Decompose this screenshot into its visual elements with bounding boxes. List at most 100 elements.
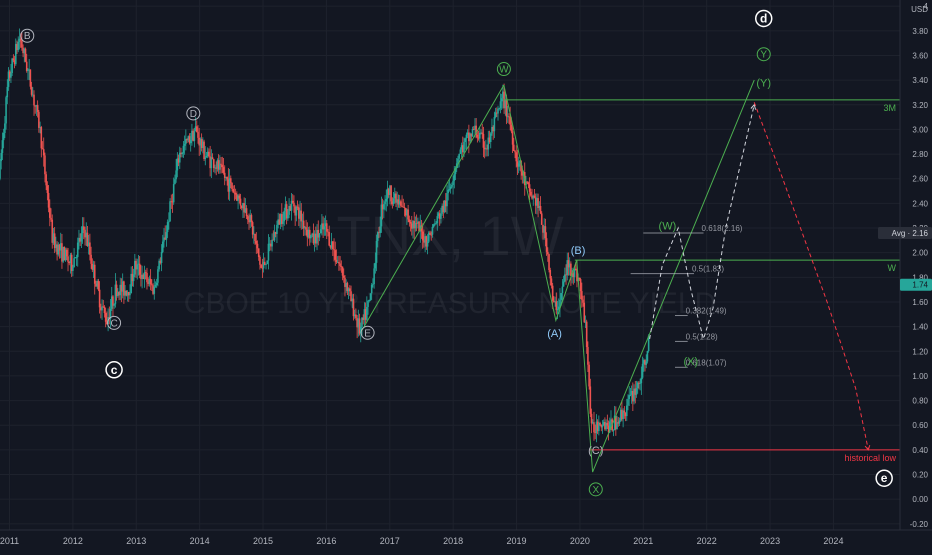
candle-body <box>83 226 85 230</box>
candle <box>294 204 296 226</box>
wave-label: (X) <box>684 356 699 368</box>
candle <box>199 137 202 155</box>
candle <box>2 128 5 149</box>
candle <box>298 204 300 227</box>
candle <box>641 356 644 380</box>
candle-body <box>413 220 416 229</box>
candle-body <box>114 284 117 305</box>
candle-body <box>257 248 260 257</box>
candle-body <box>606 422 609 426</box>
candle <box>312 223 315 245</box>
candle-body <box>423 240 425 243</box>
candle <box>369 293 372 302</box>
candle-body <box>284 204 287 211</box>
candle <box>532 194 535 206</box>
candle <box>261 258 264 279</box>
candle-body <box>58 244 61 251</box>
candle-body <box>18 38 21 42</box>
candle-body <box>476 134 479 138</box>
candle-body <box>333 249 335 251</box>
candle <box>44 152 46 183</box>
candle <box>598 415 600 436</box>
candle-body <box>339 263 341 266</box>
candle-body <box>181 152 184 155</box>
candle <box>187 135 190 143</box>
candle-body <box>161 241 164 252</box>
candle-body <box>358 318 361 334</box>
candle-body <box>212 159 215 169</box>
candle-body <box>359 326 362 334</box>
candle-body <box>417 221 419 224</box>
candle-body <box>90 254 92 264</box>
candle <box>58 243 61 259</box>
candle-body <box>510 124 513 132</box>
candle <box>385 189 388 212</box>
candle-body <box>96 281 98 287</box>
candle <box>476 129 479 143</box>
x-axis-tick-label: 2013 <box>126 536 146 546</box>
candle-body <box>549 270 552 279</box>
candle <box>163 228 165 248</box>
candle-body <box>166 222 169 233</box>
candle <box>120 278 123 303</box>
candle <box>203 139 205 161</box>
candle-body <box>514 151 516 153</box>
candle <box>89 233 91 261</box>
candle <box>340 260 343 273</box>
candle <box>151 279 153 292</box>
candle-body <box>491 126 493 134</box>
candle-body <box>281 214 283 224</box>
candle-body <box>208 151 210 157</box>
candle <box>243 197 245 218</box>
candle-body <box>632 390 634 402</box>
candle <box>192 128 194 142</box>
candle <box>449 183 452 194</box>
candle-body <box>17 41 20 51</box>
candle <box>448 179 451 192</box>
candle-body <box>118 291 120 296</box>
candle <box>593 411 595 441</box>
wave-label-text: d <box>760 11 767 25</box>
candle-body <box>392 198 395 205</box>
candle-body <box>432 224 435 227</box>
candle <box>10 64 12 83</box>
candle <box>429 230 431 236</box>
candle <box>209 145 211 177</box>
candle-body <box>108 316 111 319</box>
y-axis-unit: USD <box>911 5 928 14</box>
candle <box>290 193 293 221</box>
candle <box>295 205 298 222</box>
candle-body <box>421 231 424 241</box>
candle <box>443 200 446 214</box>
candle-body <box>502 91 504 99</box>
candle <box>619 407 622 422</box>
candle <box>617 417 620 427</box>
candle-body <box>237 195 239 201</box>
candle-body <box>595 421 598 433</box>
candle <box>134 253 136 278</box>
candle-body <box>39 127 41 128</box>
candle <box>264 257 266 266</box>
candle <box>421 223 424 249</box>
candle-body <box>402 206 405 208</box>
candle <box>51 214 54 249</box>
candle-body <box>345 282 347 287</box>
candle <box>622 408 624 428</box>
candle <box>329 245 332 250</box>
candle-body <box>641 363 644 378</box>
candle <box>472 126 475 131</box>
candle <box>325 220 328 240</box>
candle <box>624 412 627 422</box>
wave-label: (Y) <box>756 78 771 90</box>
candle <box>374 252 377 274</box>
wave-label-text: (B) <box>571 245 586 257</box>
candle <box>245 205 248 219</box>
wave-label-text: c <box>111 363 118 377</box>
candle <box>50 208 52 222</box>
candle <box>108 306 111 325</box>
candle-body <box>5 97 7 124</box>
candle <box>480 129 482 135</box>
candle-body <box>516 161 519 167</box>
